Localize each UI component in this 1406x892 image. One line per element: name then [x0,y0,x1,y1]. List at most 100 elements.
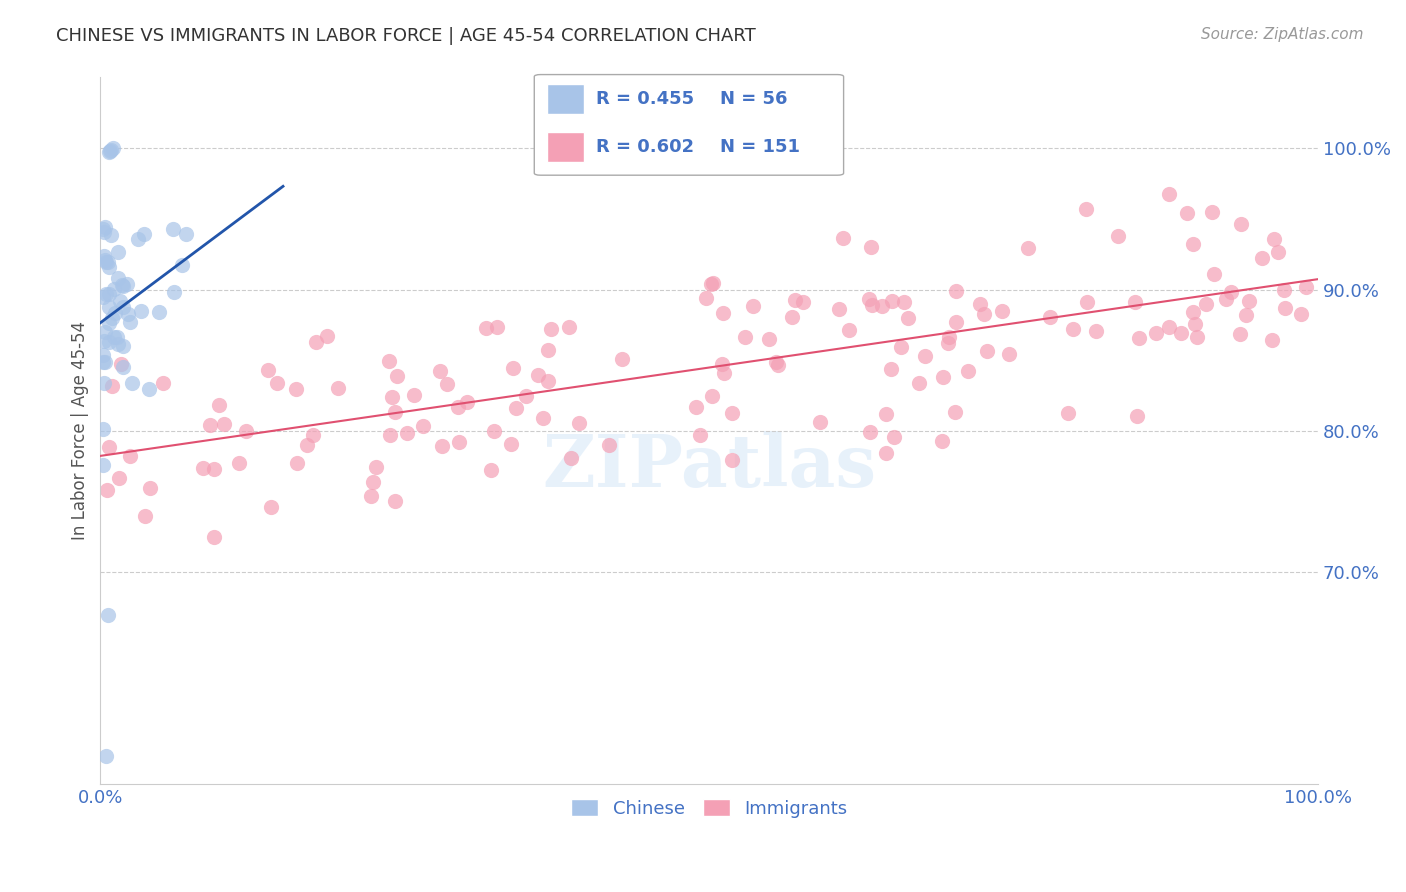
Text: N = 151: N = 151 [720,138,800,156]
Immigrants [404,388,426,402]
Immigrants [883,430,905,444]
Immigrants [537,343,560,357]
Chinese [163,285,186,300]
Chinese [93,376,115,391]
Immigrants [527,368,550,382]
Immigrants [792,294,814,309]
FancyBboxPatch shape [534,75,844,175]
Chinese [94,253,117,268]
Immigrants [305,334,328,349]
Immigrants [711,357,734,371]
Chinese [117,307,139,321]
Immigrants [363,475,385,489]
Chinese [96,254,118,268]
Immigrants [235,424,257,438]
Chinese [107,245,129,260]
Immigrants [838,323,860,337]
Immigrants [200,418,222,433]
Immigrants [1251,251,1274,265]
Immigrants [1062,322,1084,336]
Immigrants [702,276,724,290]
Immigrants [1204,267,1226,281]
Chinese [108,294,131,309]
Immigrants [870,300,893,314]
Chinese [132,227,155,242]
Immigrants [610,351,633,366]
Immigrants [485,320,508,334]
Chinese [112,359,135,374]
Text: N = 56: N = 56 [720,90,787,108]
Immigrants [931,434,953,448]
Immigrants [412,419,434,434]
Chinese [91,422,114,436]
Chinese [97,255,120,269]
Immigrants [828,302,851,317]
Immigrants [482,424,505,438]
Immigrants [531,411,554,425]
Immigrants [395,425,418,440]
Chinese [138,382,160,396]
Chinese [98,287,121,301]
Immigrants [202,530,225,544]
FancyBboxPatch shape [547,84,583,114]
Immigrants [695,291,717,305]
Chinese [93,249,115,263]
Immigrants [1123,295,1146,310]
Chinese [103,330,125,344]
Immigrants [108,471,131,485]
Immigrants [191,461,214,475]
Chinese [100,143,122,157]
Immigrants [782,310,804,324]
Immigrants [568,416,591,430]
Immigrants [831,230,853,244]
Text: ZIPatlas: ZIPatlas [543,431,876,502]
Immigrants [502,360,524,375]
Chinese [127,232,149,246]
Immigrants [880,293,903,308]
Immigrants [285,382,308,396]
Chinese [91,458,114,472]
Chinese [172,258,194,272]
Immigrants [479,463,502,477]
Immigrants [266,376,288,390]
Immigrants [118,449,141,463]
Chinese [94,219,117,234]
Immigrants [890,340,912,354]
Chinese [98,335,121,350]
Chinese [111,277,134,292]
Chinese [93,334,115,349]
Immigrants [228,456,250,470]
Immigrants [1267,245,1289,260]
Immigrants [96,483,118,497]
Immigrants [139,482,162,496]
Immigrants [758,332,780,346]
Immigrants [1144,326,1167,341]
Immigrants [212,417,235,431]
Immigrants [734,330,756,344]
Chinese [104,306,127,320]
Immigrants [893,295,915,310]
Immigrants [945,285,967,299]
Chinese [103,282,125,296]
Immigrants [100,378,122,392]
Immigrants [537,374,560,388]
Immigrants [204,462,226,476]
Immigrants [685,401,707,415]
Immigrants [295,438,318,452]
Immigrants [360,489,382,503]
Immigrants [1181,236,1204,251]
Text: R = 0.455: R = 0.455 [596,90,695,108]
Immigrants [384,405,406,419]
Chinese [111,279,134,293]
Immigrants [936,336,959,351]
Immigrants [1229,327,1251,342]
Chinese [97,607,120,622]
Immigrants [720,406,742,420]
Immigrants [858,293,880,307]
Immigrants [1230,217,1253,231]
Immigrants [1219,285,1241,299]
Immigrants [326,381,349,395]
Text: R = 0.602: R = 0.602 [596,138,695,156]
Immigrants [1295,280,1317,294]
Chinese [94,355,117,369]
